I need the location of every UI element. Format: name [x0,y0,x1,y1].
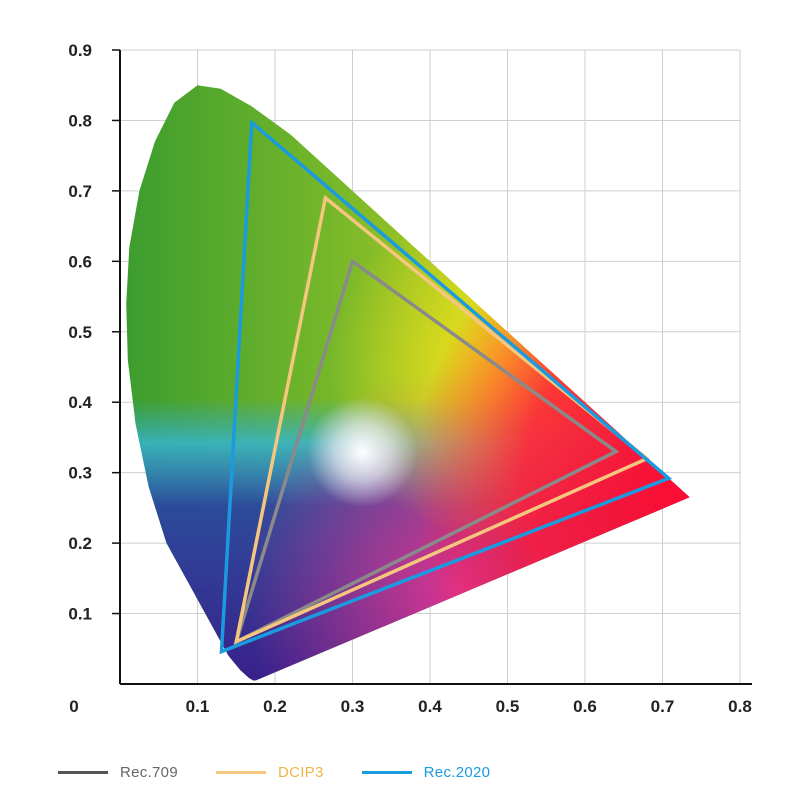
gamut-triangle-rec2020 [219,118,673,655]
legend-label-rec2020: Rec.2020 [423,764,491,781]
tick-labels: 0.1 0.2 0.3 0.4 0.5 0.6 0.7 0.8 0.1 0.2 0.3 0.4 0.5 0… [68,41,751,716]
legend-swatch-rec709 [58,771,108,774]
x-tick-label: 0.1 [186,697,210,716]
y-tick-label: 0.8 [68,111,92,130]
y-tick-label: 0.3 [68,464,92,483]
legend-swatch-dcip3 [215,771,266,774]
gamut-triangle-rec709 [233,258,620,646]
x-tick-label: 0.5 [496,697,520,716]
y-tick-label: 0.5 [68,323,92,342]
legend-item-dcip3: DCIP3 [215,764,324,781]
axes [112,49,752,685]
gamut-triangle-dcip3 [233,194,651,645]
legend-label-dcip3: DCIP3 [277,764,324,781]
x-tick-label: 0.2 [263,697,287,716]
x-tick-label: 0.3 [341,697,365,716]
x-tick-label: 0.4 [418,697,442,716]
x-tick-label: 0.8 [728,697,752,716]
y-tick-label: 0.4 [68,393,92,412]
origin-label: 0 [69,697,78,716]
x-tick-label: 0.7 [651,697,675,716]
legend-label-rec709: Rec.709 [120,764,178,781]
y-tick-label: 0.2 [68,534,92,553]
legend: Rec.709 DCIP3 Rec.2020 [58,764,528,781]
y-tick-label: 0.9 [68,41,92,60]
legend-item-rec2020: Rec.2020 [361,764,491,781]
legend-swatch-rec2020 [361,771,412,774]
white-point-glow [307,397,418,508]
gamut-triangles [219,118,673,655]
legend-item-rec709: Rec.709 [58,764,178,781]
y-tick-label: 0.6 [68,252,92,271]
x-tick-label: 0.6 [573,697,597,716]
y-tick-label: 0.1 [68,605,92,624]
y-tick-label: 0.7 [68,182,92,201]
